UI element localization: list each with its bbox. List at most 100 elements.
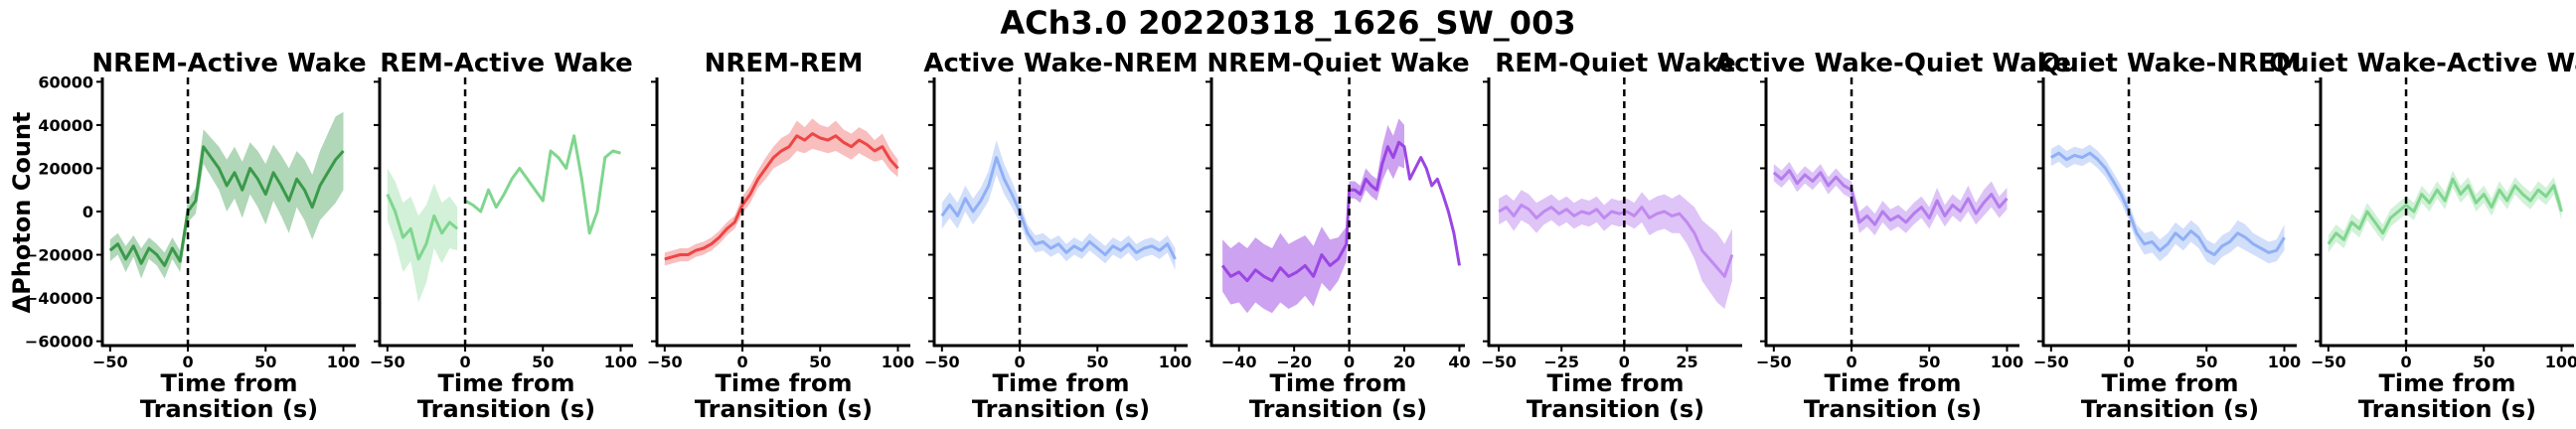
x-tick-label: −20 (1276, 353, 1312, 371)
panel-title: Active Wake-NREM (923, 49, 1198, 78)
panel-4: Active Wake-NREM −50 0 50 100 Time from Transi… (923, 49, 1198, 423)
x-tick-label: 25 (1676, 353, 1697, 371)
x-tick-label: 50 (2195, 353, 2217, 371)
series-line (940, 156, 1177, 260)
y-tick-label: 60000 (38, 72, 93, 91)
x-tick-label: −25 (1543, 353, 1579, 371)
x-tick-label: 0 (1619, 353, 1630, 371)
x-axis-label: Time from Transition (s) (1249, 369, 1427, 423)
error-band (1499, 190, 1732, 309)
x-tick-label: 100 (604, 353, 637, 371)
error-band (664, 118, 898, 266)
series-line (664, 132, 899, 261)
x-tick-label: 100 (327, 353, 360, 371)
panel-title: NREM-REM (705, 49, 864, 78)
x-axis-label-line: Transition (s) (695, 395, 873, 423)
x-axis-label-line: Transition (s) (417, 395, 595, 423)
error-band (1222, 118, 1404, 314)
panel-title: NREM-Active Wake (91, 49, 366, 78)
panel-title: Quiet Wake-NREM (2038, 49, 2301, 78)
x-tick-label: −50 (1756, 353, 1792, 371)
x-axis-label-line: Transition (s) (1527, 395, 1704, 423)
error-band (109, 111, 344, 279)
x-axis-label-line: Transition (s) (140, 395, 318, 423)
x-axis-label: Time from Transition (s) (2358, 369, 2536, 423)
x-tick-label: 0 (2400, 353, 2411, 371)
x-tick-label: 100 (1159, 353, 1192, 371)
series-line (2050, 151, 2286, 256)
series-line (108, 145, 345, 267)
x-tick-label: 50 (1918, 353, 1940, 371)
x-axis-label-line: Time from (992, 369, 1129, 397)
x-tick-label: 50 (2473, 353, 2495, 371)
x-tick-label: −50 (2033, 353, 2069, 371)
panel-title: REM-Quiet Wake (1495, 49, 1736, 78)
x-axis-label-line: Time from (2101, 369, 2238, 397)
panel-3: NREM-REM −50 0 50 100 Time from Transition (s) (647, 49, 914, 423)
x-axis-label: Time from Transition (s) (140, 369, 318, 423)
series-line (1772, 169, 2009, 226)
series-line (2327, 177, 2563, 245)
y-tick-label: 40000 (38, 116, 93, 135)
panel-grid: NREM-Active Wake−60000−40000−20000020000… (25, 49, 2576, 423)
x-axis-label: Time from Transition (s) (2081, 369, 2259, 423)
y-tick-label: −40000 (25, 289, 93, 308)
x-tick-label: −50 (647, 353, 683, 371)
x-tick-label: 100 (1991, 353, 2023, 371)
panel-1: NREM-Active Wake −60000 −40000 −20000 0 20000… (25, 49, 367, 423)
x-tick-label: 0 (459, 353, 470, 371)
x-tick-label: −50 (92, 353, 128, 371)
series-line (1498, 204, 1734, 278)
panel-9: Quiet Wake-Active Wake −50 0 50 100 Time from… (2269, 49, 2576, 423)
panel-title: Quiet Wake-Active Wake (2269, 49, 2576, 78)
panel-title: REM-Active Wake (380, 49, 632, 78)
figure-title: ACh3.0 20220318_1626_SW_003 (1000, 4, 1575, 42)
x-axis-label: Time from Transition (s) (695, 369, 873, 423)
error-band (2328, 170, 2562, 253)
x-tick-label: 100 (2268, 353, 2301, 371)
x-tick-label: 50 (1086, 353, 1108, 371)
x-axis-label-line: Time from (1546, 369, 1684, 397)
x-tick-label: 0 (1846, 353, 1856, 371)
x-axis-label-line: Transition (s) (1804, 395, 1982, 423)
x-axis-label-line: Transition (s) (1249, 395, 1427, 423)
x-tick-label: 0 (182, 353, 193, 371)
y-tick-label: −60000 (25, 333, 93, 352)
series-line (386, 193, 459, 261)
x-tick-label: 0 (736, 353, 747, 371)
x-axis-label-line: Time from (160, 369, 297, 397)
y-tick-label: 0 (82, 203, 93, 221)
x-axis-label-line: Time from (1824, 369, 1961, 397)
x-tick-label: 20 (1393, 353, 1415, 371)
x-tick-label: 100 (2545, 353, 2576, 371)
x-axis-label-line: Time from (2378, 369, 2515, 397)
panel-5: NREM-Quiet Wake −40 −20 0 20 40 Time from Trans… (1206, 49, 1471, 423)
x-tick-label: 50 (532, 353, 554, 371)
x-tick-label: −50 (370, 353, 405, 371)
panel-7: Active Wake-Quiet Wake −50 0 50 100 Time from… (1714, 49, 2071, 423)
x-tick-label: 50 (809, 353, 831, 371)
y-tick-label: −20000 (25, 246, 93, 265)
y-axis-label: ΔPhoton Count (8, 112, 36, 314)
x-tick-label: −50 (924, 353, 960, 371)
x-tick-label: 0 (1344, 353, 1355, 371)
y-tick-label: 20000 (38, 159, 93, 178)
panel-title: NREM-Quiet Wake (1207, 49, 1469, 78)
x-tick-label: −50 (2311, 353, 2346, 371)
x-axis-label-line: Transition (s) (2081, 395, 2259, 423)
series-line (1220, 140, 1461, 283)
x-axis-label-line: Transition (s) (2358, 395, 2536, 423)
panel-8: Quiet Wake-NREM −50 0 50 100 Time from Transit… (2033, 49, 2302, 423)
x-tick-label: 0 (2123, 353, 2134, 371)
x-tick-label: −40 (1221, 353, 1257, 371)
x-axis-label-line: Time from (715, 369, 852, 397)
x-tick-label: 0 (1014, 353, 1025, 371)
x-axis-label: Time from Transition (s) (1527, 369, 1704, 423)
x-axis-label-line: Transition (s) (972, 395, 1150, 423)
x-tick-label: 40 (1448, 353, 1470, 371)
x-axis-label: Time from Transition (s) (417, 369, 595, 423)
error-band (387, 168, 458, 303)
x-axis-label-line: Time from (437, 369, 574, 397)
